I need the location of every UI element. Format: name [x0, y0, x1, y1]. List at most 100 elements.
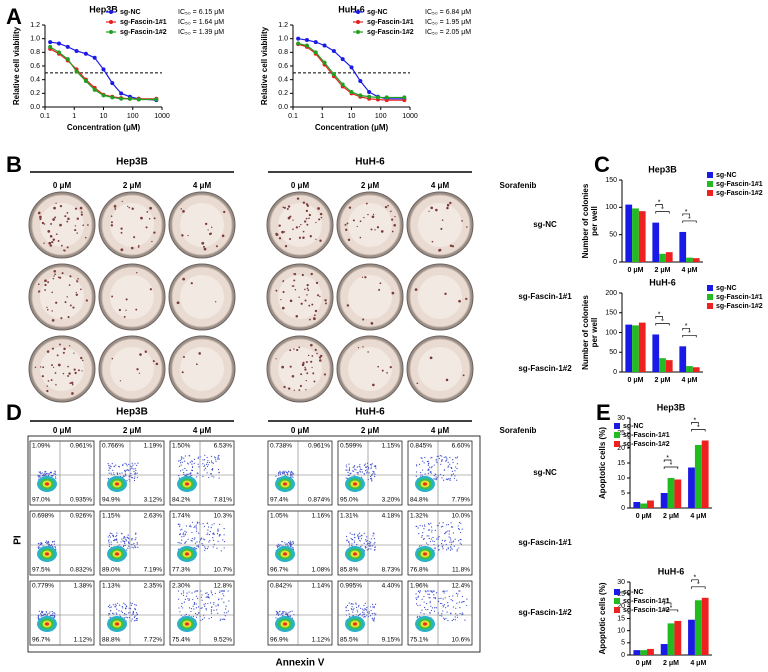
event: [419, 525, 421, 527]
event: [421, 609, 423, 611]
event: [123, 602, 125, 604]
event: [206, 596, 208, 598]
event: [446, 524, 448, 526]
legend-label: sg-Fascin-1#2: [120, 29, 167, 36]
colony: [292, 219, 294, 221]
colony: [62, 372, 65, 375]
significance-marker: *: [658, 311, 661, 318]
event: [54, 473, 57, 475]
colony: [51, 364, 53, 367]
event: [110, 543, 112, 545]
quadrant-value: 0.698%: [32, 513, 54, 520]
colony: [39, 366, 42, 368]
event: [40, 613, 42, 615]
event: [455, 613, 457, 615]
event: [435, 458, 437, 461]
event: [452, 595, 454, 597]
event: [112, 535, 114, 537]
event: [203, 525, 205, 528]
colony: [198, 352, 201, 355]
colony: [44, 279, 47, 283]
colony: [37, 211, 41, 215]
colony: [318, 356, 322, 359]
event: [218, 535, 220, 537]
event: [55, 548, 57, 550]
y-tick-label: 25: [617, 430, 625, 437]
event: [223, 612, 226, 614]
event: [108, 467, 111, 469]
event: [359, 464, 361, 466]
event: [136, 619, 138, 622]
legend-annotation: IC₅₀ = 6.15 μM: [178, 9, 224, 16]
x-tick-label: 1000: [154, 113, 170, 120]
event: [430, 472, 432, 474]
event: [292, 542, 295, 544]
quadrant-value: 0.779%: [32, 583, 54, 590]
colony: [66, 211, 69, 214]
flow-plot: [267, 580, 333, 646]
event: [125, 616, 127, 618]
colony: [182, 210, 185, 213]
x-tick-label: 10: [348, 113, 356, 120]
event: [180, 593, 183, 595]
event: [111, 532, 113, 535]
flow-plot: [29, 440, 95, 506]
bar: [701, 440, 709, 508]
event: [212, 546, 214, 548]
event: [181, 457, 183, 459]
event: [417, 590, 420, 593]
bar: [632, 325, 639, 372]
event: [290, 546, 292, 548]
colony: [346, 222, 349, 225]
event: [110, 466, 112, 468]
quadrant-value: 1.12%: [74, 637, 93, 644]
event: [191, 463, 193, 465]
bar: [686, 257, 693, 262]
colony: [64, 301, 67, 304]
event: [134, 607, 136, 610]
colony: [344, 223, 347, 226]
event: [446, 611, 448, 613]
event: [114, 606, 116, 608]
significance-marker: *: [658, 199, 661, 206]
event: [441, 545, 443, 548]
event: [433, 475, 435, 477]
event: [195, 528, 198, 530]
event: [133, 477, 135, 480]
event: [441, 455, 443, 457]
significance-marker: *: [666, 455, 669, 462]
y-tick-label: 0.6: [30, 63, 40, 70]
event: [185, 531, 187, 533]
event: [445, 456, 447, 458]
colony: [51, 347, 55, 350]
colony: [282, 280, 284, 283]
colony: [367, 351, 369, 353]
colony: [59, 204, 63, 208]
event: [450, 599, 452, 601]
quadrant-value: 0.832%: [70, 567, 92, 574]
x-tick-label: 2 μM: [663, 660, 679, 667]
event: [354, 468, 356, 470]
colony: [59, 276, 62, 279]
event: [461, 601, 463, 603]
event: [115, 612, 117, 614]
event: [277, 612, 279, 614]
event: [351, 603, 353, 605]
y-tick-label: 0.0: [278, 104, 288, 111]
x-tick-label: 4 μM: [682, 267, 698, 274]
event: [200, 619, 202, 621]
event: [197, 597, 199, 600]
event: [131, 618, 133, 620]
colony: [306, 287, 309, 290]
significance-bracket: [663, 466, 679, 469]
event: [463, 601, 465, 603]
event: [197, 457, 199, 460]
event: [428, 523, 430, 526]
event: [54, 476, 57, 478]
colony: [49, 234, 53, 238]
event: [353, 540, 356, 542]
colony: [182, 356, 185, 359]
event: [108, 542, 110, 544]
event: [452, 459, 454, 461]
event: [427, 469, 429, 471]
